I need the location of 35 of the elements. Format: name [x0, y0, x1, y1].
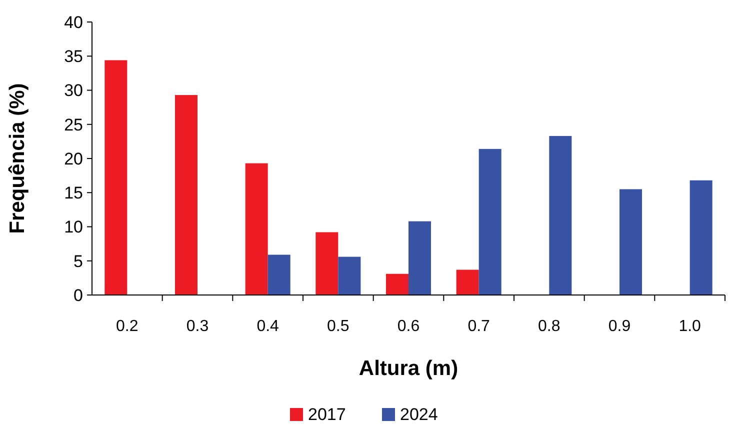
y-tick-label: 15 [64, 184, 83, 203]
x-tick-label: 0.5 [327, 318, 350, 335]
bar [549, 136, 572, 295]
y-tick-label: 40 [64, 12, 83, 32]
bar [478, 148, 502, 295]
x-tick-label: 0.2 [116, 318, 138, 335]
bar [174, 95, 198, 295]
bar [338, 256, 361, 295]
y-tick-label: 35 [64, 47, 83, 66]
bar [268, 254, 290, 295]
bar [104, 60, 128, 295]
y-tick-label: 0 [74, 286, 83, 305]
x-tick-label: 0.9 [608, 318, 631, 335]
bar [245, 163, 268, 295]
bar [620, 189, 642, 295]
x-tick-label: 0.6 [397, 318, 420, 335]
bar [316, 232, 338, 295]
y-tick-label: 25 [64, 115, 83, 134]
y-axis-title: Frequência (%) [6, 83, 29, 234]
x-tick-label: 1.0 [678, 318, 702, 335]
legend-label: 2017 [308, 405, 346, 424]
x-tick-label: 0.8 [538, 318, 560, 335]
bar [456, 270, 479, 295]
y-tick-label: 10 [64, 218, 83, 237]
y-tick-label: 30 [64, 81, 83, 100]
bar [386, 274, 408, 295]
x-axis-title: Altura (m) [358, 357, 458, 380]
bar [408, 221, 432, 295]
x-tick-label: 0.7 [468, 318, 490, 335]
y-tick-label: 5 [74, 252, 83, 271]
x-tick-label: 0.4 [256, 318, 280, 335]
bar [690, 180, 712, 295]
legend-label: 2024 [400, 405, 438, 424]
y-tick-label: 20 [64, 149, 83, 168]
x-tick-label: 0.3 [186, 318, 209, 335]
